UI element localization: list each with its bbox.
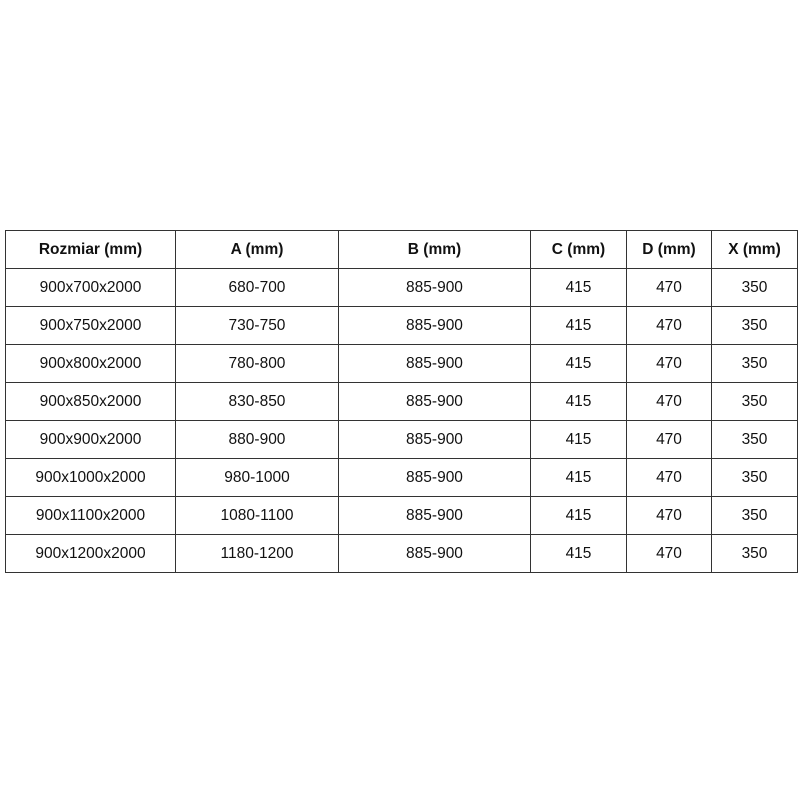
table-cell: 470 — [626, 458, 712, 497]
table-row: 900x1000x2000 980-1000 885-900 415 470 350 — [5, 458, 798, 497]
table-cell: 470 — [626, 534, 712, 573]
table-cell: 900x1200x2000 — [5, 534, 176, 573]
table-row: 900x800x2000 780-800 885-900 415 470 350 — [5, 344, 798, 383]
table-cell: 415 — [530, 458, 627, 497]
table-row: 900x700x2000 680-700 885-900 415 470 350 — [5, 268, 798, 307]
column-header: Rozmiar (mm) — [5, 230, 176, 269]
table-cell: 680-700 — [175, 268, 339, 307]
table-cell: 350 — [711, 534, 798, 573]
table-cell: 470 — [626, 420, 712, 459]
table-cell: 885-900 — [338, 268, 531, 307]
column-header: B (mm) — [338, 230, 531, 269]
table-cell: 1080-1100 — [175, 496, 339, 535]
table-cell: 415 — [530, 496, 627, 535]
table-cell: 900x1100x2000 — [5, 496, 176, 535]
table-cell: 885-900 — [338, 420, 531, 459]
table-cell: 350 — [711, 344, 798, 383]
table-cell: 350 — [711, 306, 798, 345]
table-cell: 885-900 — [338, 458, 531, 497]
table-cell: 350 — [711, 420, 798, 459]
table-cell: 415 — [530, 382, 627, 421]
table-cell: 415 — [530, 306, 627, 345]
table-row: 900x1200x2000 1180-1200 885-900 415 470 350 — [5, 534, 798, 573]
table-cell: 900x900x2000 — [5, 420, 176, 459]
table-cell: 885-900 — [338, 496, 531, 535]
table-cell: 900x1000x2000 — [5, 458, 176, 497]
table-row: 900x900x2000 880-900 885-900 415 470 350 — [5, 420, 798, 459]
table-cell: 415 — [530, 268, 627, 307]
table-cell: 350 — [711, 496, 798, 535]
table-cell: 900x750x2000 — [5, 306, 176, 345]
table-cell: 350 — [711, 268, 798, 307]
table-cell: 780-800 — [175, 344, 339, 383]
table-header-row: Rozmiar (mm) A (mm) B (mm) C (mm) D (mm) X (m… — [5, 230, 798, 269]
table-cell: 885-900 — [338, 306, 531, 345]
table-cell: 470 — [626, 344, 712, 383]
table-cell: 830-850 — [175, 382, 339, 421]
table-row: 900x750x2000 730-750 885-900 415 470 350 — [5, 306, 798, 345]
table-cell: 900x700x2000 — [5, 268, 176, 307]
table-cell: 350 — [711, 382, 798, 421]
table-cell: 900x850x2000 — [5, 382, 176, 421]
table-cell: 415 — [530, 534, 627, 573]
table-cell: 415 — [530, 420, 627, 459]
table-row: 900x1100x2000 1080-1100 885-900 415 470 350 — [5, 496, 798, 535]
table-cell: 470 — [626, 382, 712, 421]
table-cell: 730-750 — [175, 306, 339, 345]
table-cell: 470 — [626, 496, 712, 535]
table-cell: 880-900 — [175, 420, 339, 459]
table-cell: 885-900 — [338, 382, 531, 421]
table-cell: 415 — [530, 344, 627, 383]
table-cell: 470 — [626, 306, 712, 345]
table-cell: 350 — [711, 458, 798, 497]
table-cell: 885-900 — [338, 534, 531, 573]
column-header: C (mm) — [530, 230, 627, 269]
table-cell: 1180-1200 — [175, 534, 339, 573]
table-cell: 885-900 — [338, 344, 531, 383]
dimensions-table: Rozmiar (mm) A (mm) B (mm) C (mm) D (mm) X (m… — [5, 230, 798, 573]
column-header: D (mm) — [626, 230, 712, 269]
table-row: 900x850x2000 830-850 885-900 415 470 350 — [5, 382, 798, 421]
table-cell: 980-1000 — [175, 458, 339, 497]
column-header: X (mm) — [711, 230, 798, 269]
column-header: A (mm) — [175, 230, 339, 269]
table-cell: 900x800x2000 — [5, 344, 176, 383]
table-cell: 470 — [626, 268, 712, 307]
